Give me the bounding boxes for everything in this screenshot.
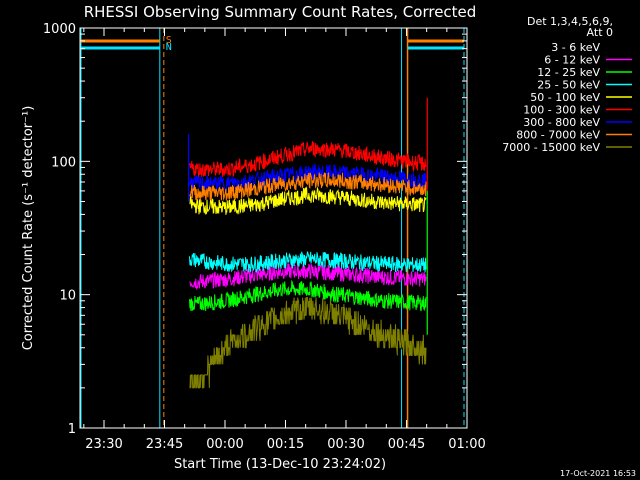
plot-timestamp: 17-Oct-2021 16:53 bbox=[560, 469, 636, 478]
legend-entry-label: 12 - 25 keV bbox=[537, 66, 600, 79]
y-tick-label: 100 bbox=[51, 155, 76, 170]
series-line bbox=[189, 251, 427, 273]
series-6-12-kev bbox=[189, 262, 427, 291]
series-7000-15000-kev bbox=[189, 297, 427, 389]
flag-s: S bbox=[80, 35, 464, 46]
y-axis: 1 10 100 1000 bbox=[43, 22, 467, 437]
flag-label: S bbox=[166, 35, 172, 46]
y-axis-label: Corrected Count Rate (s⁻¹ detector⁻¹) bbox=[21, 106, 36, 351]
series-25-50-kev bbox=[189, 251, 427, 273]
x-tick-label: 00:15 bbox=[267, 437, 304, 452]
series-line bbox=[189, 279, 427, 312]
legend-entry-label: 3 - 6 keV bbox=[551, 41, 600, 54]
edge-spikes bbox=[187, 97, 428, 335]
plot-frame bbox=[79, 27, 468, 429]
legend-header: Att 0 bbox=[587, 26, 613, 39]
series-line bbox=[189, 297, 427, 389]
x-tick-label: 23:30 bbox=[85, 437, 122, 452]
x-tick-label: 00:00 bbox=[206, 437, 243, 452]
series-lines bbox=[187, 97, 428, 389]
series-12-25-kev bbox=[189, 279, 427, 312]
legend-entry-label: 300 - 800 keV bbox=[523, 116, 600, 129]
chart-title: RHESSI Observing Summary Count Rates, Co… bbox=[84, 3, 477, 21]
legend-entry-label: 25 - 50 keV bbox=[537, 79, 600, 92]
legend-entry-label: 50 - 100 keV bbox=[530, 91, 600, 104]
series-line bbox=[189, 172, 427, 201]
series-line bbox=[189, 140, 427, 178]
flag-n: N bbox=[80, 42, 464, 53]
legend-entry-label: 7000 - 15000 keV bbox=[502, 141, 600, 154]
x-tick-label: 01:00 bbox=[448, 437, 485, 452]
y-tick-label: 10 bbox=[59, 289, 76, 304]
flag-label: N bbox=[166, 42, 172, 53]
series-800-7000-kev bbox=[189, 172, 427, 201]
legend-entry-label: 800 - 7000 keV bbox=[516, 129, 600, 142]
x-axis-label: Start Time (13-Dec-10 23:24:02) bbox=[174, 457, 386, 472]
series-line bbox=[189, 262, 427, 291]
x-axis: 23:30 23:45 00:00 00:15 00:30 00:45 01:00 bbox=[83, 28, 486, 452]
x-tick-label: 00:30 bbox=[327, 437, 364, 452]
legend-entry-label: 100 - 300 keV bbox=[523, 104, 600, 117]
series-50-100-kev bbox=[189, 186, 427, 215]
y-tick-label: 1 bbox=[68, 422, 76, 437]
series-line bbox=[189, 186, 427, 215]
night-periods bbox=[80, 28, 465, 428]
legend-entry-label: 6 - 12 keV bbox=[544, 54, 600, 67]
flag-indicators: SN bbox=[80, 35, 464, 53]
series-300-800-kev bbox=[189, 163, 427, 193]
legend-header: Det 1,3,4,5,6,9, bbox=[527, 15, 613, 28]
series-line bbox=[189, 163, 427, 193]
y-tick-label: 1000 bbox=[43, 22, 76, 37]
series-100-300-kev bbox=[189, 140, 427, 178]
x-tick-label: 23:45 bbox=[146, 437, 183, 452]
x-tick-label: 00:45 bbox=[388, 437, 425, 452]
